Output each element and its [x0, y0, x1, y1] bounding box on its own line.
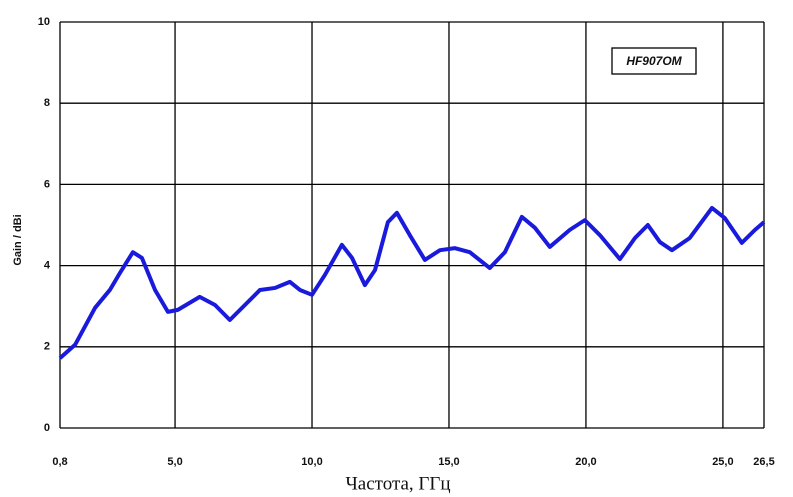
x-axis-label: Частота, ГГц	[345, 473, 450, 494]
x-tick-label: 15,0	[438, 456, 459, 468]
y-tick-label: 6	[44, 178, 50, 190]
x-tick-label: 20,0	[575, 456, 596, 468]
y-tick-label: 4	[44, 260, 51, 272]
legend-label: HF907OM	[626, 54, 682, 68]
x-tick-label: 0,8	[52, 456, 67, 468]
x-tick-label: 26,5	[753, 456, 774, 468]
x-tick-label: 10,0	[301, 456, 322, 468]
data-line	[58, 205, 766, 360]
y-axis-label: Gain / dBi	[12, 214, 24, 265]
y-tick-label: 8	[44, 97, 50, 109]
y-tick-label: 0	[44, 422, 50, 434]
x-tick-label: 25,0	[712, 456, 733, 468]
y-tick-label: 10	[38, 16, 50, 28]
x-tick-label: 5,0	[167, 456, 182, 468]
y-tick-label: 2	[44, 341, 50, 353]
legend-box	[611, 47, 697, 75]
